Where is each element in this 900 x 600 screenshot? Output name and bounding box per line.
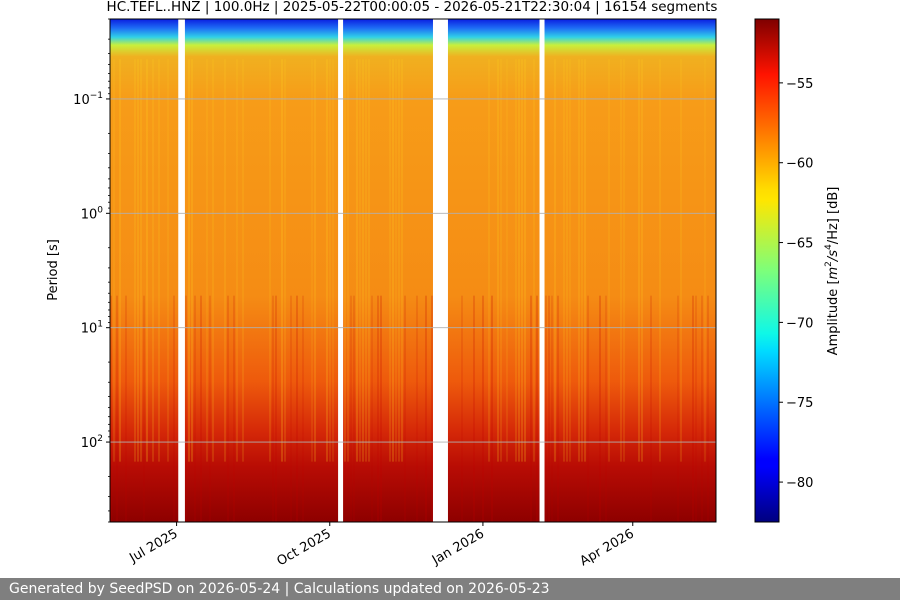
colorbar-tick-label: −60 bbox=[786, 157, 813, 172]
colorbar: −55 −60 −65 −70 −75 −80 Amplitude [m2/s4/Hz] … bbox=[754, 18, 841, 523]
data-gap bbox=[338, 19, 344, 522]
footer-text: Generated by SeedPSD on 2026-05-24 | Cal… bbox=[9, 581, 550, 597]
colorbar-gradient bbox=[754, 18, 780, 523]
data-gap bbox=[432, 19, 448, 522]
spectrogram-image bbox=[110, 19, 716, 522]
x-tick-label: Jul 2025 bbox=[126, 526, 180, 566]
colorbar-tick-label: −55 bbox=[786, 77, 813, 92]
data-gap bbox=[178, 19, 185, 522]
colorbar-tick-label: −80 bbox=[786, 476, 813, 491]
plot-area bbox=[109, 18, 717, 523]
y-axis-label: Period [s] bbox=[46, 239, 61, 301]
x-tick-label: Apr 2026 bbox=[578, 526, 637, 569]
x-axis: Jul 2025 Oct 2025 Jan 2026 Apr 2026 bbox=[126, 522, 637, 569]
y-tick-label: 10−1 bbox=[73, 91, 103, 108]
colorbar-tick-label: −75 bbox=[786, 396, 813, 411]
x-tick-label: Jan 2026 bbox=[429, 526, 487, 568]
footer-bar: Generated by SeedPSD on 2026-05-24 | Cal… bbox=[0, 578, 900, 600]
chart-title: HC.TEFL..HNZ | 100.0Hz | 2025-05-22T00:0… bbox=[107, 0, 718, 15]
y-tick-label: 102 bbox=[81, 434, 103, 451]
y-axis: 10−1 100 101 102 bbox=[73, 18, 110, 523]
colorbar-tick-label: −70 bbox=[786, 316, 813, 331]
y-tick-label: 101 bbox=[81, 320, 103, 337]
colorbar-label: Amplitude [m2/s4/Hz] [dB] bbox=[824, 187, 841, 356]
data-gap bbox=[539, 19, 545, 522]
x-tick-label: Oct 2025 bbox=[275, 526, 334, 569]
colorbar-tick-label: −65 bbox=[786, 237, 813, 252]
plot-frame bbox=[109, 18, 717, 523]
y-tick-label: 100 bbox=[81, 205, 104, 222]
